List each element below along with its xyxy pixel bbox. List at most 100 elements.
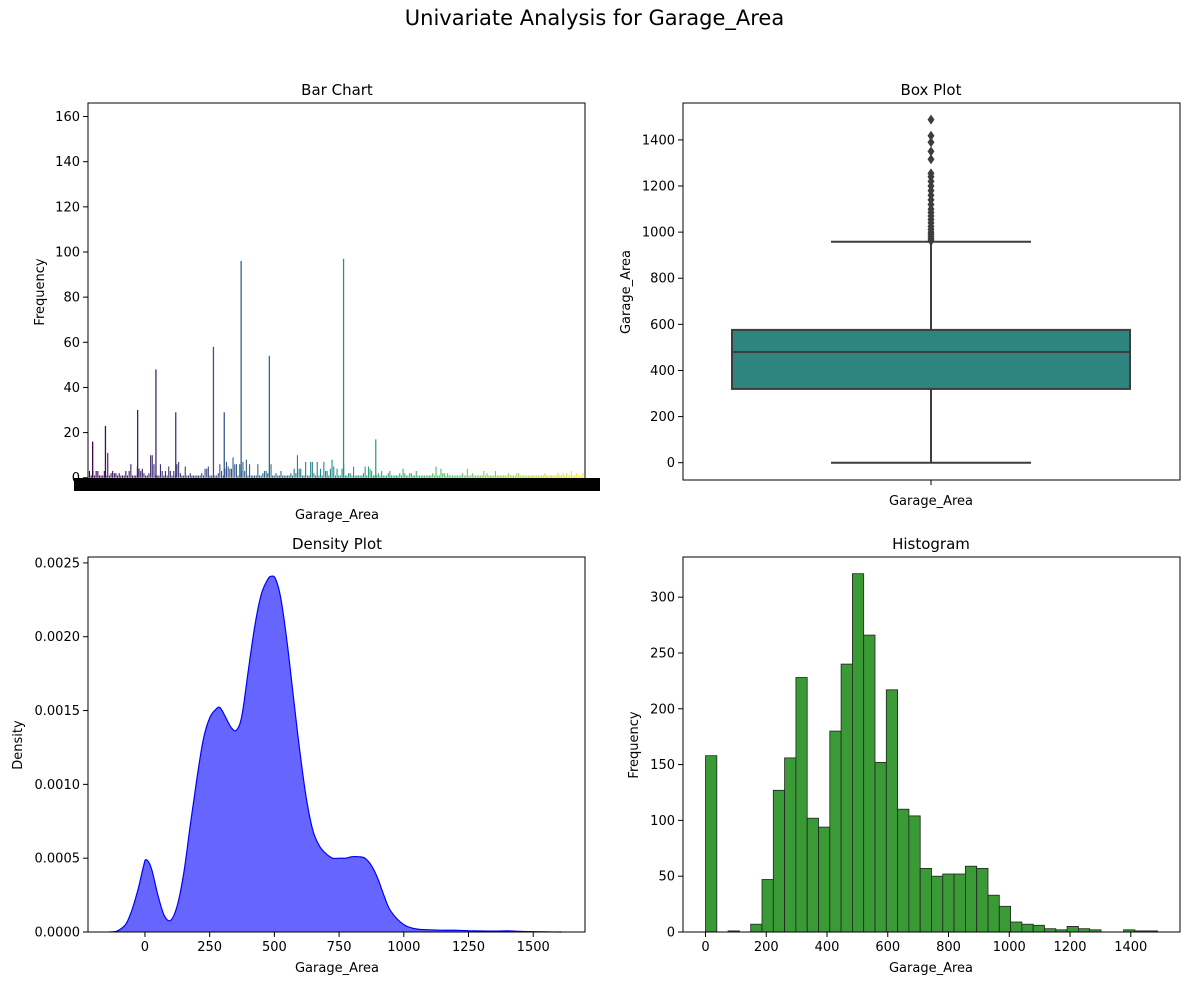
histogram-bar — [908, 815, 921, 933]
bar — [580, 475, 582, 478]
box-plot-y-ticks: 0 200 400 600 800 1000 1200 1400 — [642, 133, 683, 471]
bar — [235, 464, 237, 478]
bar — [425, 475, 427, 478]
histogram-bar — [761, 879, 774, 933]
bar — [386, 475, 388, 478]
bar — [435, 466, 437, 478]
bar — [189, 473, 191, 478]
bar — [450, 475, 452, 478]
bar — [480, 475, 482, 478]
bar — [455, 475, 457, 478]
bar — [503, 475, 505, 478]
bar — [409, 473, 411, 478]
bar — [308, 475, 310, 478]
histogram-bar — [1032, 924, 1045, 933]
bar — [118, 473, 120, 478]
bar — [529, 475, 531, 478]
histogram-subplot: Histogram 0 50 100 150 200 250 300 0 200 400 600 80… — [627, 535, 1181, 976]
x-tick-label: 750 — [327, 940, 352, 955]
y-tick-label: 20 — [63, 426, 80, 441]
bar — [395, 475, 397, 478]
bar — [341, 468, 343, 478]
bar — [579, 475, 581, 478]
bar — [252, 475, 254, 478]
bar — [282, 475, 284, 478]
bar — [405, 475, 407, 478]
bar — [486, 473, 488, 478]
density-plot-title: Density Plot — [292, 535, 382, 553]
bar — [164, 471, 166, 478]
bar — [382, 475, 384, 478]
histogram-title: Histogram — [892, 535, 970, 553]
bar — [485, 475, 487, 478]
bar — [184, 466, 186, 478]
bar — [310, 461, 312, 478]
bar — [428, 475, 430, 478]
y-tick-label: 100 — [55, 245, 80, 260]
bar — [488, 475, 490, 478]
bar — [316, 461, 318, 478]
bar — [412, 475, 414, 478]
bar — [542, 475, 544, 478]
bar — [318, 475, 320, 478]
bar — [280, 471, 282, 478]
histogram-ticks: 0 50 100 150 200 250 300 0 200 400 600 800 1000 1200 1… — [650, 591, 1147, 955]
bar — [159, 464, 161, 478]
bar — [229, 468, 231, 478]
bar — [242, 461, 244, 478]
bar — [362, 473, 364, 478]
bar — [440, 468, 442, 478]
bar — [145, 475, 147, 478]
bar — [556, 475, 558, 478]
bar — [577, 475, 579, 478]
bar — [237, 475, 239, 478]
bar — [110, 473, 112, 478]
bar — [305, 461, 307, 478]
y-tick-label: 0 — [667, 926, 675, 941]
bar — [140, 471, 142, 478]
bar — [207, 466, 209, 478]
x-tick-label: 0 — [701, 940, 709, 955]
bar — [197, 475, 199, 478]
bar — [539, 475, 541, 478]
bar — [265, 471, 267, 478]
bar — [481, 475, 483, 478]
bar — [100, 475, 102, 478]
bar — [321, 475, 323, 478]
bar — [163, 475, 165, 478]
bar — [329, 468, 331, 478]
bar — [217, 473, 219, 478]
bar — [452, 475, 454, 478]
bar — [442, 473, 444, 478]
bar — [511, 475, 513, 478]
bar — [257, 464, 259, 478]
histogram-bar — [818, 826, 831, 933]
bar — [394, 475, 396, 478]
y-tick-label: 600 — [650, 318, 675, 333]
histogram-bar — [976, 868, 989, 933]
bar — [414, 475, 416, 478]
bar — [523, 475, 525, 478]
bar — [551, 475, 553, 478]
bar — [348, 473, 350, 478]
histogram-bar — [987, 894, 1000, 933]
bar — [196, 475, 198, 478]
histogram-bar — [772, 789, 785, 933]
bar — [283, 475, 285, 478]
bar — [354, 475, 356, 478]
bar — [427, 475, 429, 478]
bar — [90, 475, 92, 478]
x-tick-label: 400 — [815, 940, 840, 955]
bar — [445, 475, 447, 478]
bar — [138, 468, 140, 478]
y-tick-label: 250 — [650, 646, 675, 661]
bar — [499, 475, 501, 478]
bar — [211, 475, 213, 478]
bar — [204, 468, 206, 478]
bar — [250, 475, 252, 478]
bar-peak — [212, 346, 215, 478]
y-tick-label: 300 — [650, 591, 675, 606]
bar — [227, 466, 229, 478]
bar — [552, 475, 554, 478]
bar — [315, 475, 317, 478]
